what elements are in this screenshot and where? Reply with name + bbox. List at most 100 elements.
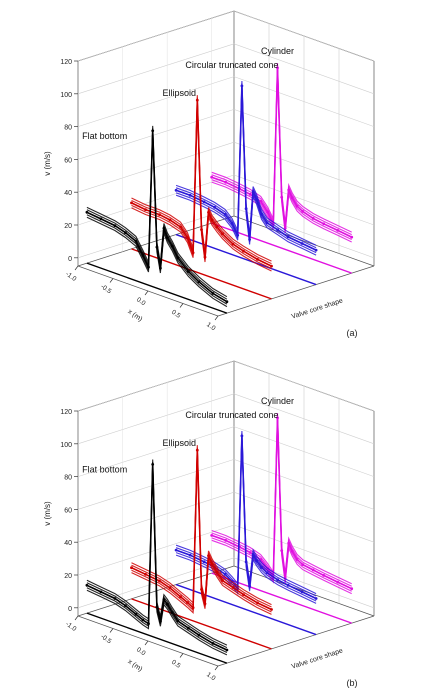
series-band-line — [86, 461, 228, 649]
data-point — [191, 251, 195, 255]
x-tick — [74, 265, 79, 271]
data-point — [221, 232, 224, 236]
data-point — [179, 595, 182, 599]
data-point — [248, 584, 252, 588]
data-point — [174, 548, 178, 552]
data-point — [168, 586, 172, 590]
data-point — [300, 242, 304, 245]
x-tick — [214, 315, 219, 321]
data-point — [215, 225, 219, 229]
data-point — [144, 208, 147, 212]
data-point — [265, 221, 269, 225]
data-point — [197, 633, 201, 637]
data-point — [350, 235, 354, 239]
data-point — [236, 233, 240, 237]
series-label: Circular truncated cone — [185, 60, 278, 70]
data-point — [255, 559, 258, 563]
y-tick-label: 40 — [64, 190, 72, 197]
y-tick-label: 80 — [64, 475, 72, 482]
data-point — [242, 249, 245, 253]
series-band-line — [131, 445, 272, 606]
data-point — [260, 566, 263, 569]
data-point — [141, 618, 145, 622]
data-point — [186, 236, 189, 240]
data-point — [147, 265, 150, 269]
series-label: Flat bottom — [82, 464, 127, 474]
data-point — [200, 588, 203, 591]
data-point — [251, 190, 255, 194]
x-tick — [144, 640, 149, 646]
data-point — [256, 601, 259, 605]
data-point — [210, 562, 214, 565]
series-floor-line — [175, 233, 317, 286]
y-tick-label: 100 — [60, 442, 72, 449]
data-point — [276, 578, 279, 582]
data-point — [350, 587, 354, 591]
data-point — [280, 549, 284, 552]
grid-line — [77, 76, 235, 127]
series-line — [211, 67, 353, 238]
x-axis-label: x (m) — [126, 308, 143, 323]
data-point — [301, 563, 305, 566]
data-point — [166, 236, 169, 240]
data-point — [210, 175, 214, 179]
data-point — [314, 597, 318, 600]
data-point — [186, 601, 189, 604]
data-point — [124, 231, 127, 235]
data-point — [276, 66, 279, 70]
series-floor-line — [175, 583, 317, 636]
x-tick-label: 0.5 — [170, 659, 182, 670]
series-floor-line — [211, 572, 352, 624]
data-point — [221, 579, 224, 582]
data-point — [240, 434, 244, 438]
x-tick — [214, 665, 219, 671]
data-point — [256, 258, 259, 261]
data-point — [124, 604, 127, 607]
panel-label: (a) — [347, 328, 358, 338]
data-point — [266, 210, 270, 214]
series-band-line — [211, 415, 352, 587]
data-point — [276, 228, 279, 232]
data-point — [311, 217, 315, 220]
series-label: Circular truncated cone — [185, 410, 278, 420]
data-point — [188, 553, 192, 557]
data-point — [174, 188, 178, 192]
data-point — [231, 586, 235, 589]
data-point — [240, 84, 244, 88]
x-tick — [144, 290, 149, 296]
data-point — [155, 605, 159, 609]
series-band-line — [86, 469, 228, 656]
y-tick-label: 60 — [64, 157, 72, 164]
data-point — [170, 244, 174, 248]
data-point — [210, 218, 214, 222]
data-point — [179, 225, 182, 229]
data-point — [187, 626, 190, 630]
data-point — [197, 280, 201, 284]
data-point — [211, 292, 215, 295]
data-point — [166, 602, 169, 606]
series-band-line — [211, 67, 352, 238]
series-floor-line — [86, 262, 228, 314]
data-point — [195, 98, 199, 102]
data-point — [295, 204, 299, 208]
depth-axis-label: Valve core shape — [291, 647, 344, 670]
data-point — [130, 566, 133, 570]
x-tick-label: -1.0 — [64, 621, 78, 633]
data-point — [231, 242, 235, 246]
series-band-line — [211, 422, 352, 595]
y-tick-label: 0 — [68, 606, 72, 613]
data-point — [99, 590, 103, 594]
series-label: Cylinder — [261, 46, 294, 56]
panel-b: 0 20 40 60 80 100 120 v (m/s) -1.0 -0.5 0.0 0.5 1.0 x… — [43, 360, 375, 688]
depth-axis-label: Valve core shape — [291, 297, 344, 320]
x-tick — [109, 278, 114, 283]
x-tick — [179, 653, 184, 658]
x-tick-label: -1.0 — [64, 271, 78, 283]
x-tick-label: -0.5 — [99, 633, 113, 645]
data-point — [155, 245, 159, 249]
data-point — [191, 606, 195, 610]
series-band-line — [211, 70, 352, 240]
data-point — [202, 200, 206, 204]
axis-frame-line — [217, 265, 375, 317]
data-point — [223, 213, 227, 216]
